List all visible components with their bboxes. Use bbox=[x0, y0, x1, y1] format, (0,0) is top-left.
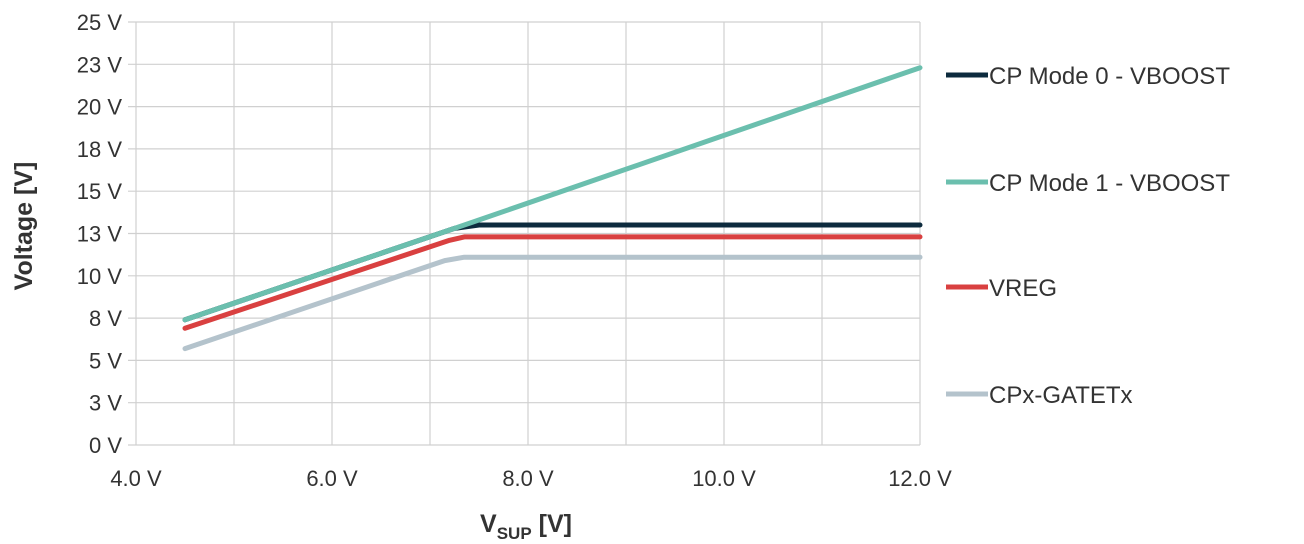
y-tick-label: 23 V bbox=[77, 52, 123, 77]
series-line-4 bbox=[182, 254, 923, 352]
y-tick-label: 18 V bbox=[77, 137, 123, 162]
y-tick-label: 0 V bbox=[89, 433, 122, 458]
y-tick-label: 3 V bbox=[89, 391, 122, 416]
legend-label-1: CP Mode 0 - VBOOST bbox=[989, 63, 1230, 90]
series-line-3 bbox=[182, 234, 923, 331]
legend-label-2: CP Mode 1 - VBOOST bbox=[989, 170, 1230, 197]
legend: CP Mode 0 - VBOOST CP Mode 1 - VBOOST VREG… bbox=[946, 63, 1230, 409]
series-lines bbox=[182, 65, 923, 352]
y-tick-label: 13 V bbox=[77, 222, 123, 247]
y-axis-tick-labels: 0 V 3 V 5 V 8 V 10 V 13 V 15 V 18 V 20 V 23 V 25 V bbox=[77, 10, 123, 458]
y-tick-label: 10 V bbox=[77, 264, 123, 289]
x-tick-label: 8.0 V bbox=[502, 466, 554, 491]
y-tick-label: 25 V bbox=[77, 10, 123, 35]
legend-label-4: CPx-GATETx bbox=[989, 382, 1133, 409]
y-tick-label: 20 V bbox=[77, 95, 123, 120]
x-tick-label: 12.0 V bbox=[888, 466, 952, 491]
x-axis-title: VSUP [V] bbox=[480, 510, 572, 543]
x-axis-tick-labels: 4.0 V 6.0 V 8.0 V 10.0 V 12.0 V bbox=[110, 466, 952, 491]
y-tick-label: 15 V bbox=[77, 179, 123, 204]
x-tick-label: 4.0 V bbox=[110, 466, 162, 491]
x-tick-label: 10.0 V bbox=[692, 466, 756, 491]
series-line-2 bbox=[182, 65, 923, 323]
x-axis-title-suffix: [V] bbox=[532, 510, 572, 538]
grid bbox=[128, 21, 921, 446]
y-axis-title: Voltage [V] bbox=[10, 162, 38, 291]
x-tick-label: 6.0 V bbox=[306, 466, 358, 491]
y-tick-label: 8 V bbox=[89, 306, 122, 331]
x-axis-title-subscript: SUP bbox=[497, 524, 532, 543]
y-tick-label: 5 V bbox=[89, 348, 122, 373]
x-axis-title-main: V bbox=[480, 510, 497, 538]
legend-label-3: VREG bbox=[989, 275, 1057, 302]
